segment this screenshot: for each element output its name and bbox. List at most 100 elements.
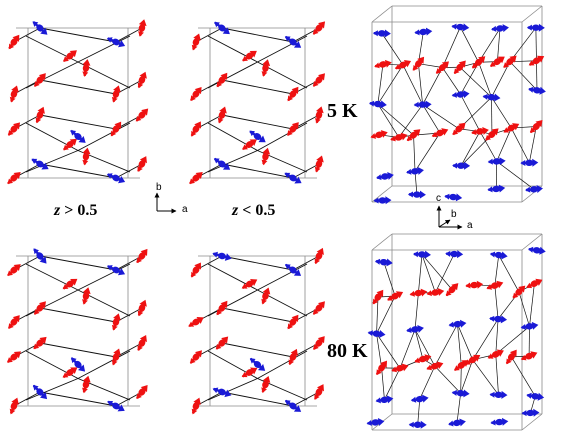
red-spin-arrow (471, 126, 489, 136)
axis-b-label: b (156, 182, 162, 193)
red-spin-arrow (137, 156, 147, 172)
bond (376, 297, 379, 334)
bond (528, 126, 537, 163)
red-spin-arrow (191, 397, 201, 415)
red-spin-arrow (82, 147, 91, 166)
bond (535, 27, 537, 61)
bond (472, 359, 499, 396)
bond (39, 27, 117, 43)
red-spin-arrow (241, 279, 258, 290)
bond (518, 291, 530, 327)
blue-spin-arrow (375, 395, 394, 404)
bond (457, 323, 474, 360)
bond (381, 367, 385, 400)
bond (115, 27, 143, 43)
bond (377, 64, 404, 105)
bond (457, 324, 462, 366)
red-spin-arrow (471, 56, 486, 69)
red-spin-arrow (138, 19, 147, 37)
red-spin-arrow (312, 336, 325, 350)
blue-spin-arrow (366, 418, 385, 426)
red-spin-arrow (287, 86, 299, 102)
red-spin-arrow (370, 130, 388, 139)
red-spin-arrow (435, 61, 449, 74)
bond (494, 255, 500, 286)
red-spin-arrow (372, 289, 384, 305)
cell-edge (371, 185, 393, 203)
red-spin-arrow (136, 384, 148, 400)
blue-spin-arrow (284, 263, 302, 276)
red-spin-arrow (110, 121, 122, 137)
red-spin-arrow (33, 301, 46, 315)
red-spin-arrow (390, 132, 408, 142)
bond (221, 114, 294, 130)
red-spin-arrow (111, 348, 121, 366)
blue-spin-arrow (448, 418, 466, 427)
red-spin-arrow (465, 280, 484, 289)
bond (377, 64, 384, 105)
red-spin-arrow (485, 128, 499, 141)
red-spin-arrow (137, 299, 147, 317)
blue-spin-arrow (520, 158, 539, 167)
red-spin-arrow (526, 278, 543, 289)
blue-spin-arrow (489, 251, 508, 260)
blue-spin-arrow (284, 172, 302, 184)
bond (414, 329, 436, 367)
red-spin-arrow (7, 351, 21, 363)
bond (418, 63, 443, 68)
bond (414, 132, 441, 172)
bond (25, 61, 79, 89)
blue-spin-arrow (406, 324, 424, 334)
red-spin-arrow (412, 56, 425, 71)
red-spin-arrow (261, 287, 271, 305)
bond (39, 114, 117, 130)
bond (511, 356, 536, 397)
axis-b-arrow-3d (438, 219, 451, 228)
red-spin-arrow (426, 288, 445, 297)
panel-5k-z-greater (7, 19, 149, 185)
red-spin-arrow (216, 72, 228, 88)
bond (39, 391, 117, 407)
bond (422, 104, 460, 130)
bond (402, 64, 423, 105)
cell-edge (371, 5, 393, 23)
axis-a-label: a (182, 204, 188, 215)
blue-spin-arrow (212, 251, 232, 261)
bond (536, 60, 538, 91)
blue-spin-arrow (445, 250, 464, 259)
bond (434, 365, 461, 394)
bond (479, 131, 497, 162)
bond (510, 127, 530, 164)
bond (207, 61, 258, 89)
blue-spin-arrow (33, 248, 47, 264)
bond (221, 307, 294, 323)
z-greater-label: z > 0.5 (54, 202, 97, 220)
cell-edge (521, 413, 543, 431)
red-spin-arrow (387, 291, 404, 301)
red-spin-arrow (314, 247, 324, 265)
red-spin-arrow (312, 21, 326, 35)
blue-spin-arrow (525, 185, 543, 193)
bond (221, 27, 294, 43)
bond (376, 333, 382, 368)
bond (460, 359, 474, 394)
blue-spin-arrow (526, 23, 545, 32)
bond (25, 378, 79, 401)
bond (257, 350, 308, 379)
bond (529, 283, 535, 327)
red-spin-arrow (241, 367, 258, 378)
axis-c-label-3d: c (436, 193, 441, 204)
blue-spin-arrow (407, 190, 426, 199)
bond (418, 254, 423, 294)
z-less-condition: < 0.5 (238, 202, 276, 219)
red-spin-arrow (520, 351, 538, 361)
bond (496, 161, 535, 190)
red-spin-arrow (503, 55, 517, 68)
blue-spin-arrow (406, 166, 424, 175)
bond (39, 163, 117, 179)
red-spin-arrow (62, 278, 78, 290)
red-spin-arrow (312, 301, 325, 315)
bond (478, 62, 492, 98)
blue-spin-arrow (284, 35, 302, 48)
red-spin-arrow (35, 106, 45, 124)
